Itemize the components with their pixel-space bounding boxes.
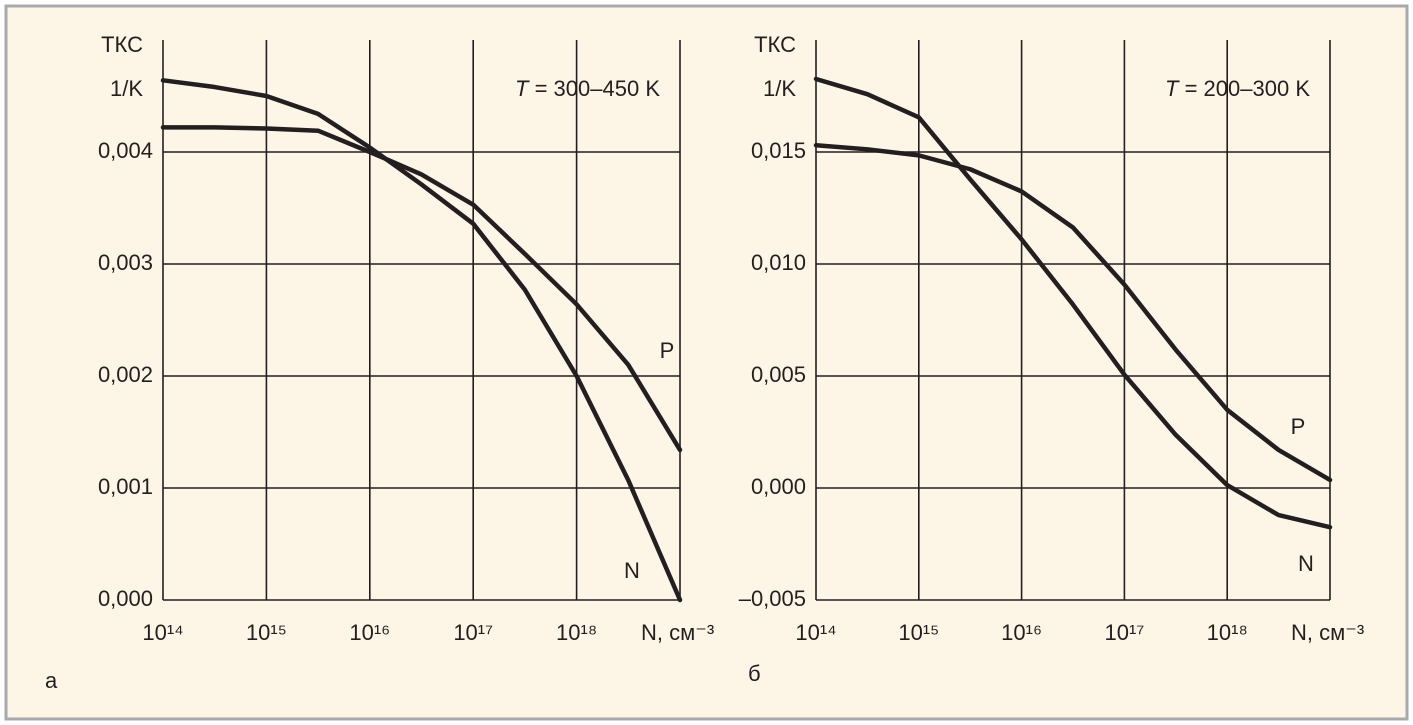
- x-tick-label: 10¹⁴: [795, 620, 836, 645]
- annotation-text: = 200–300 K: [1178, 76, 1310, 101]
- x-tick-label: 10¹⁴: [142, 620, 183, 645]
- y-tick-label: 0,001: [98, 474, 153, 499]
- series-line: [160, 78, 683, 603]
- y-tick-label: 0,002: [98, 362, 153, 387]
- x-tick-label: 10¹⁷: [1105, 620, 1145, 645]
- x-tick-label: 10¹⁸: [1207, 620, 1248, 645]
- panel-label: а: [45, 668, 58, 693]
- y-tick-label: 0,003: [98, 250, 153, 275]
- x-tick-label: 10¹⁸: [556, 620, 597, 645]
- x-tick-label: 10¹⁵: [246, 620, 287, 645]
- y-tick-label: 0,000: [98, 586, 153, 611]
- series-label: N: [624, 558, 640, 583]
- y-tick-label: 0,005: [751, 362, 806, 387]
- y-tick-label: –0,005: [739, 586, 806, 611]
- series-line: [813, 76, 1333, 530]
- series-label: P: [1291, 414, 1306, 439]
- y-tick-label: 0,015: [751, 138, 806, 163]
- annotation-text: = 300–450 K: [528, 76, 660, 101]
- series-label: P: [660, 338, 675, 363]
- x-axis-label: N, см⁻³: [1291, 620, 1364, 645]
- annotation: T = 200–300 K: [1165, 76, 1310, 101]
- y-axis-unit: 1/K: [763, 76, 796, 101]
- annotation-symbol: T: [515, 76, 530, 101]
- y-axis-unit: 1/K: [110, 76, 143, 101]
- background: [4, 4, 1409, 721]
- annotation-symbol: T: [1165, 76, 1180, 101]
- panel-label: б: [748, 661, 761, 686]
- annotation: T = 300–450 K: [515, 76, 660, 101]
- series-line: [813, 143, 1333, 483]
- series-label: N: [1298, 551, 1314, 576]
- x-tick-label: 10¹⁵: [898, 620, 939, 645]
- x-axis-label: N, см⁻³: [641, 620, 714, 645]
- y-tick-label: 0,010: [751, 250, 806, 275]
- series-line: [160, 125, 683, 453]
- x-tick-label: 10¹⁶: [1001, 620, 1042, 645]
- x-tick-label: 10¹⁷: [453, 620, 493, 645]
- y-axis-label: ТКС: [754, 32, 796, 57]
- x-tick-label: 10¹⁶: [349, 620, 390, 645]
- y-tick-label: 0,000: [751, 474, 806, 499]
- y-tick-label: 0,004: [98, 138, 153, 163]
- y-axis-label: ТКС: [101, 32, 143, 57]
